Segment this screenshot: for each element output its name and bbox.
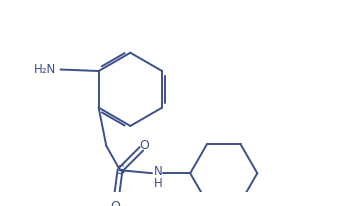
Text: N
H: N H — [154, 165, 162, 190]
Text: H₂N: H₂N — [34, 63, 56, 76]
Text: O: O — [111, 200, 120, 206]
Text: S: S — [116, 164, 124, 177]
Text: O: O — [140, 139, 149, 152]
